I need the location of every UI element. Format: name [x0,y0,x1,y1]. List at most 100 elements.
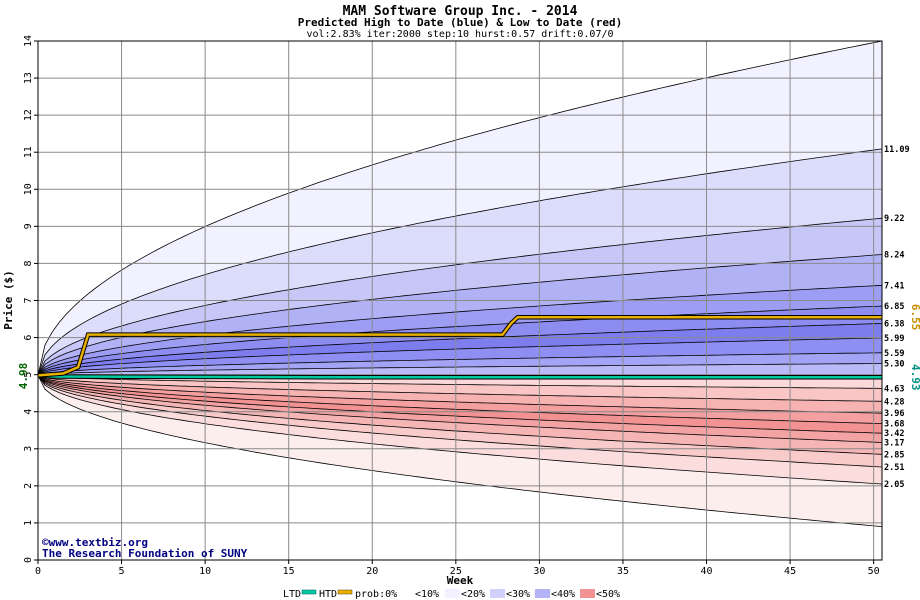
y-tick-label-5: 5 [23,372,34,378]
low-band-4 [38,375,882,434]
band-line-2 [37,217,883,376]
x-tick-label-7: 35 [617,566,629,577]
x-axis-ticks: 0 5 10 15 20 25 30 35 40 45 50 [35,560,880,577]
band-line-11 [37,375,883,402]
legend-htd-label: HTD [319,589,337,600]
y-tick-label-13: 13 [23,72,34,84]
band-end-label-13: 3.68 [884,420,904,430]
band-line-1 [37,148,883,376]
high-band-7 [38,337,882,376]
band-end-label-14: 3.42 [884,429,904,439]
legend-p20-label: <20% [461,589,485,600]
band-end-label-8: 5.59 [884,349,904,359]
x-tick-label-10: 50 [868,566,880,577]
band-end-labels: 11.09 9.22 8.24 7.41 6.85 6.38 5.99 5.595.30 4.6… [884,145,910,490]
y-tick-label-3: 3 [23,446,34,452]
legend-p50-label: <50% [596,589,620,600]
high-band-5 [38,306,882,376]
band-end-label-17: 2.51 [884,463,904,473]
band-lines [37,40,883,527]
low-band-6 [38,375,882,455]
legend-swatch-20 [490,589,505,598]
band-line-19 [37,375,883,527]
y-tick-label-0: 0 [23,557,34,563]
y-tick-label-1: 1 [23,520,34,526]
legend-swatch-30 [535,589,550,598]
band-end-label-16: 2.85 [884,450,904,460]
band-line-13 [37,375,883,424]
band-end-label-18: 2.05 [884,480,904,490]
y-tick-label-10: 10 [23,183,34,195]
legend-ltd-label: LTD [283,589,301,600]
x-tick-label-6: 30 [533,566,545,577]
x-tick-label-8: 40 [700,566,712,577]
band-line-16 [37,375,883,455]
legend-ltd-swatch [301,589,317,595]
low-band-9 [38,375,882,527]
x-tick-label-0: 0 [35,566,41,577]
band-end-label-1: 11.09 [884,145,910,155]
band-end-label-3: 8.24 [884,251,904,261]
credit: ©www.textbiz.org The Research Foundation… [42,536,248,560]
y-tick-label-12: 12 [23,109,34,121]
band-line-4 [37,284,883,376]
y-axis-label: Price ($) [2,270,15,330]
x-tick-label-9: 45 [784,566,796,577]
band-end-label-6: 6.38 [884,319,904,329]
high-band-0 [38,41,882,376]
legend-prob-label: prob:0% [355,589,397,600]
band-line-17 [37,375,883,468]
series-lines [37,314,882,380]
band-end-label-2: 9.22 [884,214,904,224]
band-line-6 [37,323,883,376]
x-tick-label-5: 25 [450,566,462,577]
x-tick-label-4: 20 [366,566,378,577]
band-end-label-4: 7.41 [884,281,904,291]
band-end-label-9: 5.30 [884,360,904,370]
band-end-label-12: 3.96 [884,409,904,419]
plot-area [37,40,883,561]
band-line-8 [37,352,883,376]
y-tick-label-7: 7 [23,297,34,303]
ltd-end-label: 4.93 [909,364,920,391]
high-band-8 [38,352,882,376]
legend-swatch-0 [400,589,415,598]
legend-p10-label: <10% [415,589,439,600]
legend-swatch-40 [580,589,595,598]
legend-swatch-10 [445,589,460,598]
band-line-5 [37,305,883,376]
high-band-9 [38,363,882,376]
high-band-6 [38,323,882,376]
low-band-2 [38,375,882,414]
x-tick-label-3: 15 [283,566,295,577]
high-band-1 [38,148,882,376]
high-band-3 [38,254,882,376]
htd-series-line [37,315,882,377]
y-tick-label-11: 11 [23,146,34,158]
low-band-8 [38,375,882,484]
band-line-14 [37,375,883,434]
chart-params: vol:2.83% iter:2000 step:10 hurst:0.57 d… [306,29,613,40]
band-end-label-7: 5.99 [884,334,904,344]
legend-p30-label: <30% [506,589,530,600]
chart-title: MAM Software Group Inc. - 2014 [343,4,578,19]
y-tick-label-2: 2 [23,483,34,489]
legend-htd-swatch [337,589,353,595]
credit-line-1: ©www.textbiz.org [42,536,148,549]
y-tick-label-9: 9 [23,223,34,229]
legend: LTD HTD prob:0% <10% <20% <30% <40% <50% [283,589,620,600]
htd-end-label: 6.55 [909,304,920,331]
band-line-15 [37,375,883,443]
y-tick-label-4: 4 [23,409,34,415]
start-price-label: 4.98 [17,363,30,390]
legend-p40-label: <40% [551,589,575,600]
high-band-4 [38,285,882,376]
band-line-10 [37,375,883,389]
credit-line-2: The Research Foundation of SUNY [42,547,248,560]
band-line-18 [37,375,883,485]
band-line-7 [37,337,883,376]
chart-subtitle: Predicted High to Date (blue) & Low to D… [298,16,623,29]
band-line-3 [37,254,883,376]
x-axis-label: Week [447,574,474,587]
